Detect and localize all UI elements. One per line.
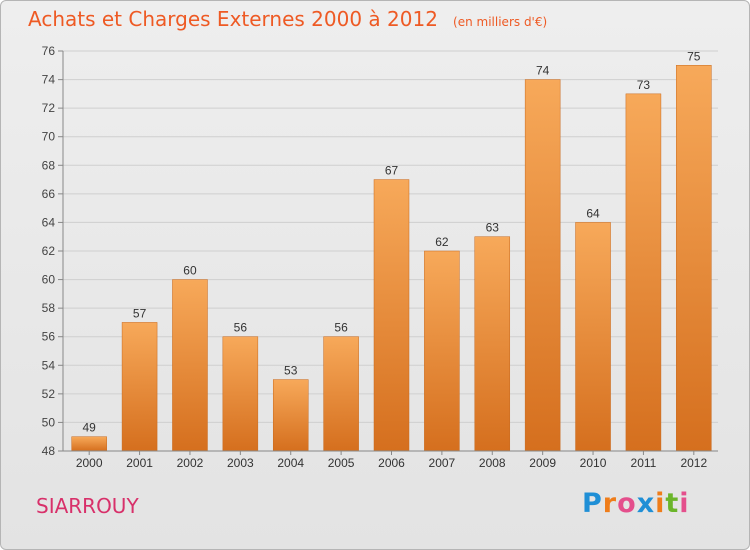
x-tick-label-2003: 2003 <box>227 456 254 470</box>
y-tick-label: 54 <box>42 358 56 372</box>
bar-2001 <box>121 322 158 452</box>
x-tick-label-2007: 2007 <box>429 456 456 470</box>
logo-letter: o <box>617 488 637 519</box>
bar-2009 <box>524 79 561 452</box>
bar-2006 <box>373 179 410 452</box>
y-tick-label: 76 <box>42 44 56 58</box>
y-tick-label: 58 <box>42 301 56 315</box>
x-tick-label-2012: 2012 <box>680 456 707 470</box>
unit-text: (en milliers d'€) <box>453 15 548 29</box>
x-tick-label-2008: 2008 <box>479 456 506 470</box>
x-tick-label-2010: 2010 <box>580 456 607 470</box>
bar-2005 <box>323 336 359 452</box>
y-tick-label: 68 <box>42 158 56 172</box>
value-label-2010: 64 <box>586 206 600 220</box>
bar-2007 <box>424 250 460 452</box>
commune-name: SIARROUY <box>36 494 139 518</box>
bar-2000 <box>71 436 107 452</box>
logo-letter: t <box>665 488 680 519</box>
logo-letter: r <box>602 488 618 519</box>
value-label-2003: 56 <box>234 321 248 335</box>
logo-letter: P <box>582 488 603 519</box>
x-tick-label-2001: 2001 <box>126 456 153 470</box>
y-tick-label: 62 <box>42 244 56 258</box>
y-tick-label: 52 <box>42 387 56 401</box>
y-axis: 48 50 52 54 56 58 60 62 64 66 68 70 72 74 76 <box>42 44 64 458</box>
y-tick-label: 56 <box>42 330 56 344</box>
bars: 49 57 60 56 53 56 67 62 63 74 64 73 75 <box>71 49 712 452</box>
proxiti-logo[interactable]: Proxiti <box>582 488 690 519</box>
x-tick-label-2004: 2004 <box>277 456 304 470</box>
value-label-2011: 73 <box>637 78 651 92</box>
x-tick-label-2005: 2005 <box>328 456 355 470</box>
y-tick-label: 70 <box>42 130 56 144</box>
bar-2004 <box>272 379 309 452</box>
bar-2010 <box>575 222 611 452</box>
x-tick-label-2002: 2002 <box>177 456 204 470</box>
value-label-2000: 49 <box>83 421 97 435</box>
value-label-2001: 57 <box>133 306 147 320</box>
value-label-2012: 75 <box>687 49 701 63</box>
x-tick-label-2006: 2006 <box>378 456 405 470</box>
value-label-2008: 63 <box>486 221 500 235</box>
value-label-2005: 56 <box>334 321 348 335</box>
bar-2011 <box>625 93 662 452</box>
y-tick-label: 72 <box>42 101 56 115</box>
y-tick-label: 50 <box>42 415 56 429</box>
value-label-2002: 60 <box>183 264 197 278</box>
value-label-2006: 67 <box>385 164 399 178</box>
title-text: Achats et Charges Externes 2000 à 2012 <box>28 7 438 31</box>
y-tick-label: 60 <box>42 273 56 287</box>
logo-letter: i <box>679 488 690 519</box>
x-axis: 2000 2001 2002 2003 2004 2005 2006 2007 2008 2009… <box>63 450 718 470</box>
x-tick-label-2011: 2011 <box>631 456 657 470</box>
bar-2003 <box>222 336 259 452</box>
chart-title: Achats et Charges Externes 2000 à 2012 (… <box>28 7 547 31</box>
bar-2002 <box>172 279 208 452</box>
y-tick-label: 66 <box>42 187 56 201</box>
y-tick-label: 48 <box>42 444 56 458</box>
y-tick-label: 64 <box>42 215 56 229</box>
y-tick-label: 74 <box>42 73 56 87</box>
value-label-2007: 62 <box>435 235 449 249</box>
value-label-2009: 74 <box>536 64 550 78</box>
x-tick-label-2000: 2000 <box>76 456 103 470</box>
logo-letter: x <box>636 488 656 519</box>
x-tick-label-2009: 2009 <box>529 456 556 470</box>
value-label-2004: 53 <box>284 364 298 378</box>
logo-letter: i <box>655 488 666 519</box>
bar-2012 <box>676 65 712 452</box>
bar-2008 <box>474 236 511 452</box>
